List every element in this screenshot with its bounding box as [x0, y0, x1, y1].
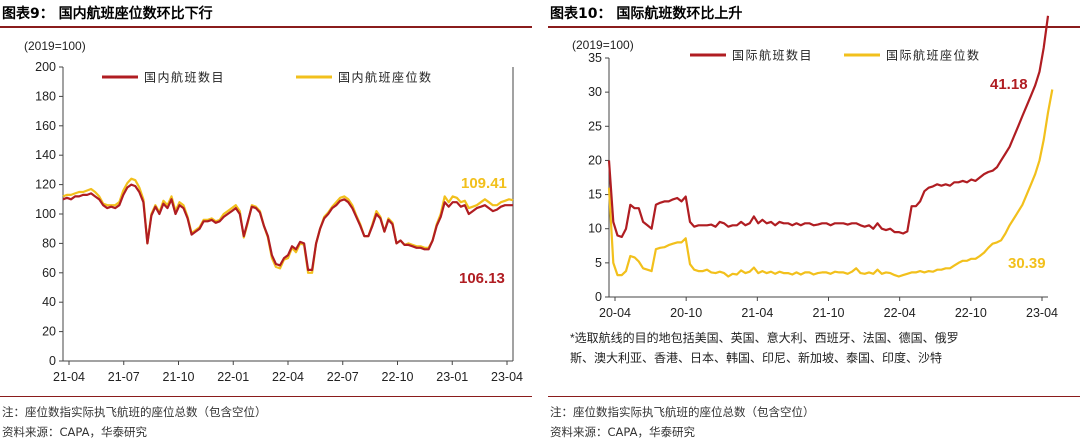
chart-note: 注：座位数指实际执飞航班的座位总数（包含空位）: [2, 404, 267, 420]
y-tick-label: 20: [42, 325, 56, 339]
x-tick-label: 22-07: [327, 370, 359, 384]
chart-source: 资料来源：CAPA，华泰研究: [550, 424, 695, 440]
series-line-flights: [609, 16, 1048, 237]
y-tick-label: 60: [42, 266, 56, 280]
x-tick-label: 22-04: [272, 370, 304, 384]
x-tick-label: 20-10: [670, 306, 702, 320]
y-tick-label: 200: [35, 60, 56, 74]
legend-label: 国际航班座位数: [886, 48, 981, 63]
x-tick-label: 21-04: [741, 306, 773, 320]
x-tick-label: 22-10: [955, 306, 987, 320]
international-chart-svg: (2019=100) 0 5 10 15 20 25 30 35 20-04 20-10 21-04 2…: [548, 0, 1080, 396]
footer-rule: [0, 396, 532, 397]
y-tick-label: 180: [35, 89, 56, 103]
x-tick-label: 22-04: [884, 306, 916, 320]
legend-label: 国内航班座位数: [338, 70, 433, 85]
y-tick-label: 160: [35, 119, 56, 133]
y-tick-label: 15: [588, 188, 602, 202]
end-value-label-seats: 30.39: [1008, 255, 1046, 272]
unit-label: (2019=100): [572, 38, 634, 52]
end-value-label-flights: 41.18: [990, 76, 1028, 93]
y-tick-label: 140: [35, 148, 56, 162]
chart-source: 资料来源：CAPA，华泰研究: [2, 424, 147, 440]
x-tick-label: 23-04: [1026, 306, 1058, 320]
y-tick-label: 5: [595, 256, 602, 270]
x-tick-label: 21-10: [813, 306, 845, 320]
end-value-label-flights: 106.13: [459, 270, 505, 287]
y-tick-label: 0: [595, 290, 602, 304]
unit-label: (2019=100): [24, 39, 86, 53]
destination-footnote-line2: 斯、澳大利亚、香港、日本、韩国、印尼、新加坡、泰国、印度、沙特: [570, 350, 942, 365]
x-tick-label: 20-04: [599, 306, 631, 320]
y-tick-label: 25: [588, 119, 602, 133]
legend-label: 国内航班数目: [144, 70, 225, 85]
y-tick-label: 100: [35, 207, 56, 221]
series-line-seats: [63, 179, 513, 273]
panel-international: 图表10： 国际航班数环比上升 (2019=100) 0 5 10 15 20 25 30 35…: [548, 0, 1080, 447]
x-tick-label: 23-04: [491, 370, 523, 384]
footer-rule: [548, 396, 1080, 397]
y-tick-label: 80: [42, 236, 56, 250]
end-value-label-seats: 109.41: [461, 175, 507, 192]
x-tick-label: 22-10: [382, 370, 414, 384]
y-tick-label: 30: [588, 85, 602, 99]
x-tick-label: 22-01: [217, 370, 249, 384]
destination-footnote-line1: *选取航线的目的地包括美国、英国、意大利、西班牙、法国、德国、俄罗: [570, 330, 959, 345]
chart-note: 注：座位数指实际执飞航班的座位总数（包含空位）: [550, 404, 815, 420]
y-tick-label: 35: [588, 51, 602, 65]
series-line-seats: [609, 90, 1052, 277]
y-tick-label: 120: [35, 178, 56, 192]
x-tick-label: 21-10: [163, 370, 195, 384]
domestic-chart-svg: (2019=100) 0 20 40 60 80 100 120 140 160 180 200 21-…: [0, 0, 532, 396]
x-tick-label: 21-04: [53, 370, 85, 384]
y-tick-label: 0: [49, 354, 56, 368]
panel-domestic: 图表9： 国内航班座位数环比下行 (2019=100) 0 20 40 60 80 100 1…: [0, 0, 532, 447]
y-tick-label: 40: [42, 295, 56, 309]
legend-label: 国际航班数目: [732, 48, 813, 63]
x-tick-label: 21-07: [108, 370, 140, 384]
y-tick-label: 20: [588, 153, 602, 167]
y-tick-label: 10: [588, 222, 602, 236]
x-tick-label: 23-01: [436, 370, 468, 384]
